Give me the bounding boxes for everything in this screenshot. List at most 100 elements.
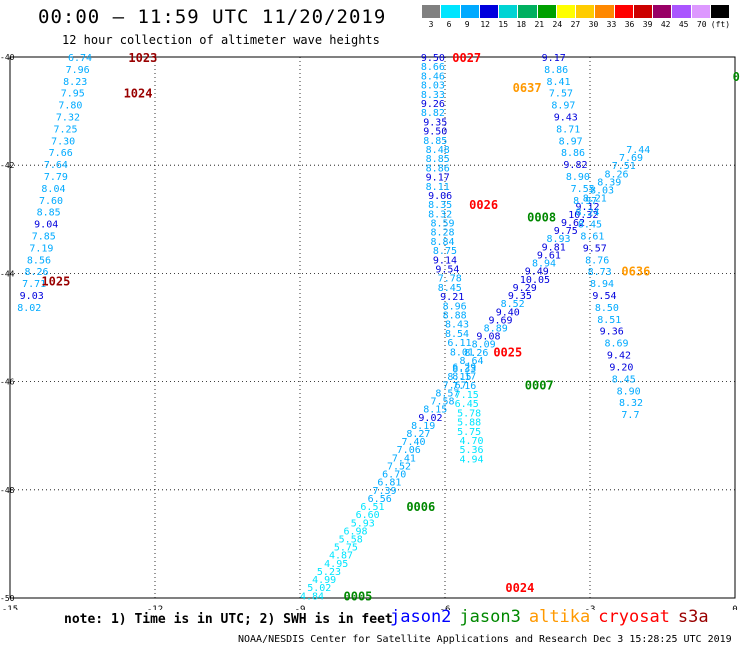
pass-time-label: 0027 <box>452 51 481 65</box>
wave-height-value: 8.61 <box>580 232 604 243</box>
wave-height-value: 4.84 <box>300 591 324 602</box>
wave-height-value: 7.32 <box>56 113 80 124</box>
wave-height-value: 5.23 <box>317 567 341 578</box>
wave-height-value: 8.90 <box>566 172 590 183</box>
wave-height-plot: -15 -12 -9 -6 -3 0-40-42-44-46-48-506.747.968… <box>0 51 740 610</box>
color-scale-swatch <box>422 5 442 18</box>
wave-height-value: 9.43 <box>554 113 578 124</box>
wave-height-value: 8.41 <box>547 77 571 88</box>
wave-height-value: 6.81 <box>377 478 401 489</box>
color-scale-swatch <box>556 5 576 18</box>
wave-height-value: 9.17 <box>426 173 450 184</box>
wave-height-value: 8.94 <box>590 279 614 290</box>
pass-time-label: 0 <box>733 70 740 84</box>
footnote: note: 1) Time is in UTC; 2) SWH is in fe… <box>64 612 393 627</box>
wave-height-value: 9.54 <box>435 265 459 276</box>
wave-height-value: 8.75 <box>433 246 457 257</box>
wave-height-value: 8.26 <box>464 348 488 359</box>
wave-height-value: 8.97 <box>559 136 583 147</box>
wave-height-value: 9.04 <box>34 220 58 231</box>
wave-height-value: 7.69 <box>619 153 643 164</box>
wave-height-value: 9.21 <box>440 292 464 303</box>
wave-height-value: 8.66 <box>421 62 445 73</box>
wave-height-value: 8.32 <box>619 398 643 409</box>
wave-height-value: 9.61 <box>537 250 561 261</box>
color-scale-swatch <box>691 5 711 18</box>
wave-height-value: 4.95 <box>324 559 348 570</box>
wave-height-value: 6.11 <box>447 338 471 349</box>
wave-height-value: 6.74 <box>68 53 92 64</box>
wave-height-value: 8.21 <box>583 194 607 205</box>
color-scale-swatch <box>499 5 519 18</box>
wave-height-value: 9.35 <box>508 291 532 302</box>
wave-height-value: 8.48 <box>426 145 450 156</box>
wave-height-value: 9.29 <box>513 283 537 294</box>
wave-height-value: 9.06 <box>428 191 452 202</box>
wave-height-value: 7.60 <box>39 196 63 207</box>
wave-height-value: 9.35 <box>423 117 447 128</box>
wave-height-value: 8.85 <box>37 208 61 219</box>
y-tick-label: -50 <box>0 594 15 603</box>
wave-height-value: 8.54 <box>445 329 469 340</box>
wave-height-value: 7.79 <box>44 172 68 183</box>
color-scale-swatch <box>653 5 673 18</box>
wave-height-value: 5.93 <box>351 518 375 529</box>
pass-time-label: 0006 <box>406 500 435 514</box>
wave-height-value: 9.20 <box>609 362 633 373</box>
wave-height-value: 8.84 <box>431 237 455 248</box>
wave-height-value: 8.86 <box>561 148 585 159</box>
wave-height-value: 8.71 <box>556 124 580 135</box>
wave-height-value: 7.30 <box>51 136 75 147</box>
wave-height-value: 6.51 <box>360 502 384 513</box>
wave-height-value: 7.66 <box>49 148 73 159</box>
wave-height-value: 8.52 <box>501 299 525 310</box>
wave-height-value: 7.78 <box>438 274 462 285</box>
wave-height-value: 8.56 <box>27 255 51 266</box>
wave-height-value: 9.17 <box>542 53 566 64</box>
color-scale-swatch <box>710 5 730 18</box>
wave-height-value: 8.04 <box>41 184 65 195</box>
color-scale-label: 70 <box>696 20 707 29</box>
wave-height-value: 7.39 <box>373 486 397 497</box>
wave-height-value: 9.50 <box>423 127 447 138</box>
wave-height-value: 5.75 <box>457 427 481 438</box>
wave-height-value: 6.98 <box>344 526 368 537</box>
wave-height-value: 8.51 <box>597 315 621 326</box>
wave-height-value: 8.39 <box>597 177 621 188</box>
x-tick-label: -3 <box>585 605 596 610</box>
pass-time-label: 1025 <box>41 274 70 288</box>
wave-height-value: 7.40 <box>402 437 426 448</box>
color-scale-label: 30 <box>588 20 599 29</box>
plot-frame <box>9 56 736 599</box>
pass-time-label: 0637 <box>513 81 542 95</box>
x-tick-label: 0 <box>732 605 737 610</box>
wave-height-value: 9.75 <box>554 226 578 237</box>
wave-height-value: 6.29 <box>452 362 476 373</box>
color-scale-labels: 3 6 9 12 15 18 21 24 27 30 33 36 39 42 45 70 (ft) <box>422 20 730 29</box>
wave-height-value: 8.76 <box>585 255 609 266</box>
legend-item-altika: altika <box>528 607 591 627</box>
satellite-legend: jason2 jason3 altika cryosat s3a <box>390 607 709 627</box>
legend-item-jason3: jason3 <box>459 607 521 627</box>
pass-time-label: 1023 <box>128 51 157 65</box>
pass-time-label: 1024 <box>124 87 153 101</box>
chart-subtitle: 12 hour collection of altimeter wave hei… <box>62 33 380 47</box>
color-scale-swatches <box>422 5 730 18</box>
color-scale-swatch <box>595 5 615 18</box>
wave-height-value: 8.97 <box>551 101 575 112</box>
wave-height-value: 8.46 <box>421 71 445 82</box>
y-tick-label: -46 <box>0 378 15 387</box>
wave-height-value: 8.43 <box>445 320 469 331</box>
wave-height-value: 7.80 <box>58 101 82 112</box>
color-scale-label: 9 <box>464 20 470 29</box>
wave-height-value: 9.42 <box>607 351 631 362</box>
pass-time-label: 0008 <box>527 211 556 225</box>
wave-height-value: 8.50 <box>595 303 619 314</box>
color-scale-swatch <box>479 5 499 18</box>
color-scale-swatch <box>441 5 461 18</box>
wave-height-value: 4.99 <box>312 575 336 586</box>
wave-height-value: 6.60 <box>356 510 380 521</box>
wave-height-value: 9.03 <box>20 291 44 302</box>
wave-height-value: 8.86 <box>544 65 568 76</box>
wave-height-value: 4.70 <box>460 436 484 447</box>
